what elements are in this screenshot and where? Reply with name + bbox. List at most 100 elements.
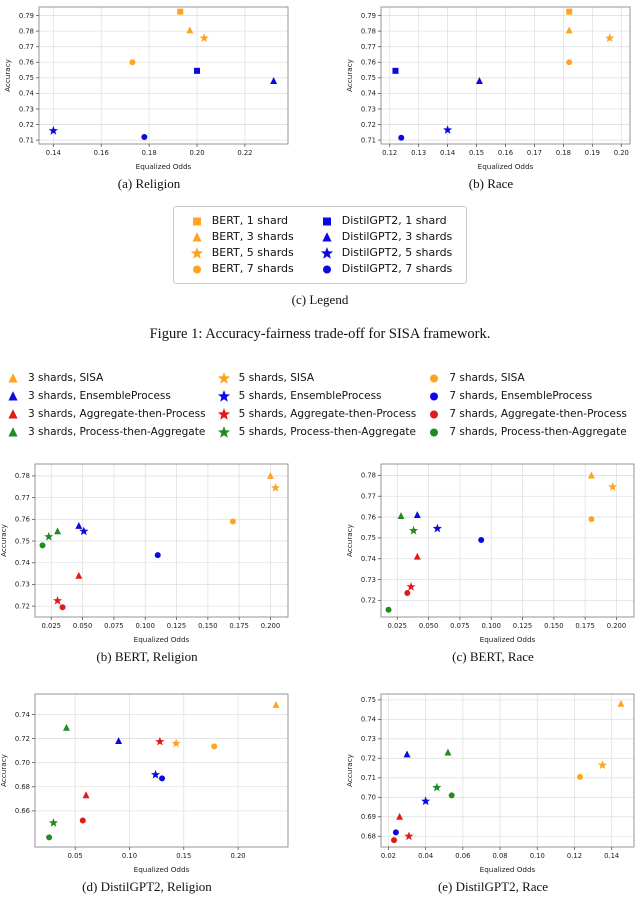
- svg-text:0.150: 0.150: [198, 622, 217, 630]
- svg-text:Accuracy: Accuracy: [0, 753, 8, 787]
- svg-text:0.70: 0.70: [15, 759, 30, 767]
- figure2-chart-bert-religion: 0.025 0.050 0.075 0.100 0.125 0.150 0.175 0.200…: [0, 457, 297, 665]
- svg-text:0.66: 0.66: [15, 807, 30, 815]
- svg-text:0.75: 0.75: [361, 74, 376, 82]
- triangle-marker-icon: [8, 372, 18, 382]
- svg-text:0.175: 0.175: [229, 622, 248, 630]
- svg-text:0.75: 0.75: [19, 74, 34, 82]
- legend-item-label: 5 shards, Aggregate-then-Process: [238, 408, 417, 420]
- legend-item: 5 shards, SISA: [215, 369, 426, 387]
- subcaption-b-race: (b) Race: [468, 176, 514, 191]
- legend-item: 5 shards, Aggregate-then-Process: [215, 405, 426, 423]
- triangle-marker-icon: [322, 231, 332, 241]
- legend-item-label: 3 shards, EnsembleProcess: [28, 390, 171, 402]
- legend-item-label: 3 shards, SISA: [28, 372, 104, 384]
- circle-marker-icon: [322, 265, 331, 273]
- svg-text:0.14: 0.14: [440, 149, 455, 157]
- legend-item: DistilGPT2, 1 shard: [318, 213, 453, 229]
- svg-text:Accuracy: Accuracy: [345, 523, 354, 557]
- legend-item: 7 shards, Aggregate-then-Process: [425, 405, 636, 423]
- scatter-chart-bert-religion: 0.025 0.050 0.075 0.100 0.125 0.150 0.175 0.200…: [0, 463, 289, 644]
- svg-text:0.050: 0.050: [419, 622, 438, 630]
- legend-item-label: BERT, 5 shards: [211, 246, 294, 259]
- svg-text:0.16: 0.16: [94, 149, 109, 157]
- svg-text:0.71: 0.71: [361, 136, 376, 144]
- figure1-chart-a: 0.14 0.16 0.18 0.20 0.22 0.71 0.72 0.73 0.74 0.75…: [1, 0, 297, 192]
- legend-item: 3 shards, EnsembleProcess: [4, 387, 215, 405]
- legend-item: DistilGPT2, 7 shards: [318, 261, 453, 277]
- circle-marker-icon: [430, 392, 439, 400]
- svg-text:0.72: 0.72: [361, 121, 376, 129]
- legend-item-label: 7 shards, Aggregate-then-Process: [449, 408, 627, 420]
- svg-text:0.10: 0.10: [530, 852, 545, 860]
- svg-text:0.75: 0.75: [15, 537, 30, 545]
- svg-text:0.19: 0.19: [585, 149, 600, 157]
- svg-text:Accuracy: Accuracy: [345, 58, 354, 92]
- scatter-chart-religion: 0.14 0.16 0.18 0.20 0.22 0.71 0.72 0.73 0.74 0.75…: [3, 6, 289, 171]
- svg-text:0.12: 0.12: [382, 149, 397, 157]
- svg-text:0.18: 0.18: [556, 149, 571, 157]
- svg-text:0.68: 0.68: [15, 783, 30, 791]
- legend-item: BERT, 7 shards: [188, 261, 294, 277]
- svg-text:0.10: 0.10: [122, 852, 137, 860]
- legend-item: 5 shards, EnsembleProcess: [215, 387, 426, 405]
- svg-text:Equalized Odds: Equalized Odds: [134, 635, 190, 644]
- legend-item-label: 3 shards, Aggregate-then-Process: [28, 408, 206, 420]
- svg-text:0.08: 0.08: [492, 852, 507, 860]
- svg-text:0.79: 0.79: [19, 12, 34, 20]
- legend-item-label: DistilGPT2, 7 shards: [341, 262, 453, 275]
- legend-column-distilgpt2: DistilGPT2, 1 shard DistilGPT2, 3 shards D…: [318, 213, 453, 277]
- svg-text:0.15: 0.15: [176, 852, 191, 860]
- svg-text:Equalized Odds: Equalized Odds: [480, 635, 536, 644]
- svg-text:Equalized Odds: Equalized Odds: [480, 865, 536, 874]
- svg-text:0.76: 0.76: [361, 59, 376, 67]
- legend-column-5-shards: 5 shards, SISA 5 shards, EnsembleProcess 5…: [215, 369, 426, 441]
- subcaption-d-distilgpt2-religion: (d) DistilGPT2, Religion: [82, 879, 212, 894]
- svg-text:0.73: 0.73: [361, 576, 376, 584]
- scatter-chart-race: 0.12 0.13 0.14 0.15 0.16 0.17 0.18 0.19 0.20 0.71…: [345, 6, 631, 171]
- circle-marker-icon: [192, 265, 201, 273]
- legend-item-label: 7 shards, EnsembleProcess: [449, 390, 593, 402]
- svg-text:0.78: 0.78: [361, 472, 376, 480]
- svg-text:0.150: 0.150: [544, 622, 563, 630]
- svg-text:0.73: 0.73: [361, 105, 376, 113]
- svg-text:0.72: 0.72: [19, 121, 34, 129]
- legend-item-label: BERT, 3 shards: [211, 230, 294, 243]
- svg-text:0.025: 0.025: [42, 622, 61, 630]
- legend-item: 3 shards, Process-then-Aggregate: [4, 423, 215, 441]
- legend-item-label: 7 shards, Process-then-Aggregate: [449, 426, 627, 438]
- svg-text:0.74: 0.74: [15, 559, 30, 567]
- legend-item-label: DistilGPT2, 3 shards: [341, 230, 453, 243]
- svg-text:0.72: 0.72: [15, 735, 30, 743]
- svg-text:0.74: 0.74: [19, 90, 34, 98]
- svg-text:0.79: 0.79: [361, 12, 376, 20]
- svg-text:0.17: 0.17: [527, 149, 542, 157]
- figure2-chart-distilgpt2-race: 0.02 0.04 0.06 0.08 0.10 0.12 0.14 0.68 0.69 0.70…: [343, 687, 640, 895]
- triangle-marker-icon: [8, 426, 18, 436]
- svg-text:0.76: 0.76: [15, 516, 30, 524]
- svg-text:0.75: 0.75: [361, 696, 376, 704]
- scatter-chart-distilgpt2-religion: 0.05 0.10 0.15 0.20 0.66 0.68 0.70 0.72 0.74 Equa…: [0, 693, 289, 874]
- svg-text:0.74: 0.74: [361, 716, 376, 724]
- figure1-chart-b: 0.12 0.13 0.14 0.15 0.16 0.17 0.18 0.19 0.20 0.71…: [343, 0, 639, 192]
- svg-text:0.68: 0.68: [361, 833, 376, 841]
- svg-text:0.050: 0.050: [73, 622, 92, 630]
- svg-text:0.74: 0.74: [361, 555, 376, 563]
- svg-text:0.05: 0.05: [68, 852, 83, 860]
- svg-text:0.16: 0.16: [498, 149, 513, 157]
- triangle-marker-icon: [8, 408, 18, 418]
- figure2-bert-charts-row: 0.025 0.050 0.075 0.100 0.125 0.150 0.175 0.200…: [0, 457, 640, 665]
- star-marker-icon: [190, 246, 203, 259]
- subcaption-e-distilgpt2-race: (e) DistilGPT2, Race: [437, 879, 549, 894]
- svg-text:0.73: 0.73: [19, 105, 34, 113]
- legend-item: 7 shards, EnsembleProcess: [425, 387, 636, 405]
- figure1-caption: Figure 1: Accuracy-fairness trade-off fo…: [149, 326, 491, 342]
- figure2-legend: 3 shards, SISA 3 shards, EnsembleProcess 3…: [0, 369, 640, 441]
- svg-text:0.100: 0.100: [481, 622, 500, 630]
- svg-text:0.075: 0.075: [104, 622, 123, 630]
- legend-item: BERT, 3 shards: [188, 229, 294, 245]
- svg-text:0.75: 0.75: [361, 534, 376, 542]
- svg-text:0.125: 0.125: [513, 622, 532, 630]
- svg-text:0.73: 0.73: [361, 735, 376, 743]
